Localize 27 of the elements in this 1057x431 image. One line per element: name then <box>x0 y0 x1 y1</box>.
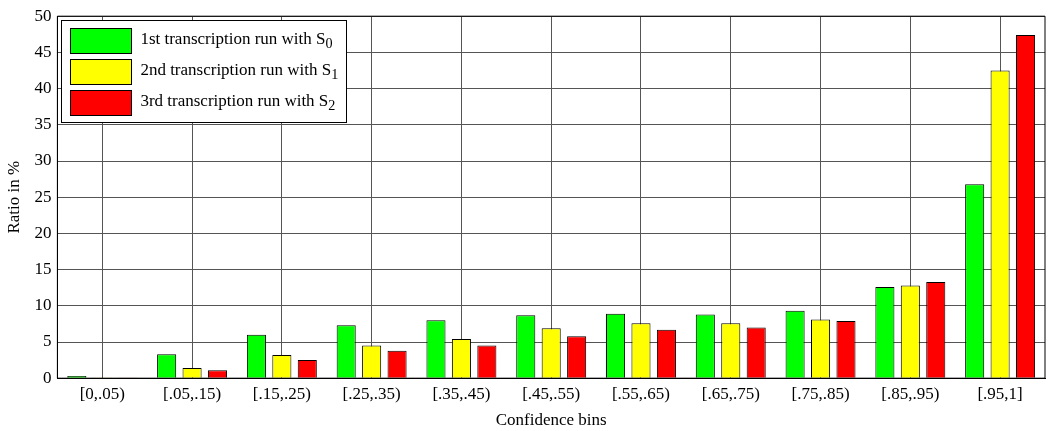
y-tick-label: 50 <box>34 5 52 25</box>
x-tick-label: [.35,.45) <box>432 383 491 403</box>
y-tick-label: 35 <box>34 114 52 134</box>
x-tick-label: [.55,.65) <box>611 383 671 403</box>
y-tick-label: 5 <box>42 331 52 351</box>
y-tick-label: 25 <box>34 186 52 206</box>
x-tick-label: [.95,1] <box>977 383 1023 403</box>
x-tick-label: [.25,.35) <box>342 383 401 403</box>
x-tick-label: [0,.05) <box>79 383 125 403</box>
y-tick-label: 20 <box>34 222 52 242</box>
y-tick-label: 45 <box>34 41 52 61</box>
legend-label: 2nd transcription run with S$_{1}$ <box>140 59 339 84</box>
y-axis-title: Ratio in % <box>3 160 23 234</box>
x-tick-label: [.85,.95) <box>881 383 940 403</box>
legend-label: 1st transcription run with S$_{0}$ <box>140 28 333 53</box>
legend-label: 3rd transcription run with S$_{2}$ <box>140 90 336 115</box>
x-tick-label: [.05,.15) <box>163 383 222 403</box>
x-tick-label: [.65,.75) <box>701 383 760 403</box>
x-tick-label: [.75,.85) <box>791 383 850 403</box>
y-tick-label: 10 <box>34 295 52 315</box>
x-tick-label: [.45,.55) <box>522 383 581 403</box>
y-tick-label: 30 <box>34 150 52 170</box>
x-axis-title: Confidence bins <box>495 410 607 430</box>
y-tick-label: 40 <box>34 78 52 98</box>
y-tick-label: 15 <box>34 259 52 279</box>
y-tick-label: 0 <box>42 367 52 387</box>
x-tick-label: [.15,.25) <box>252 383 311 403</box>
